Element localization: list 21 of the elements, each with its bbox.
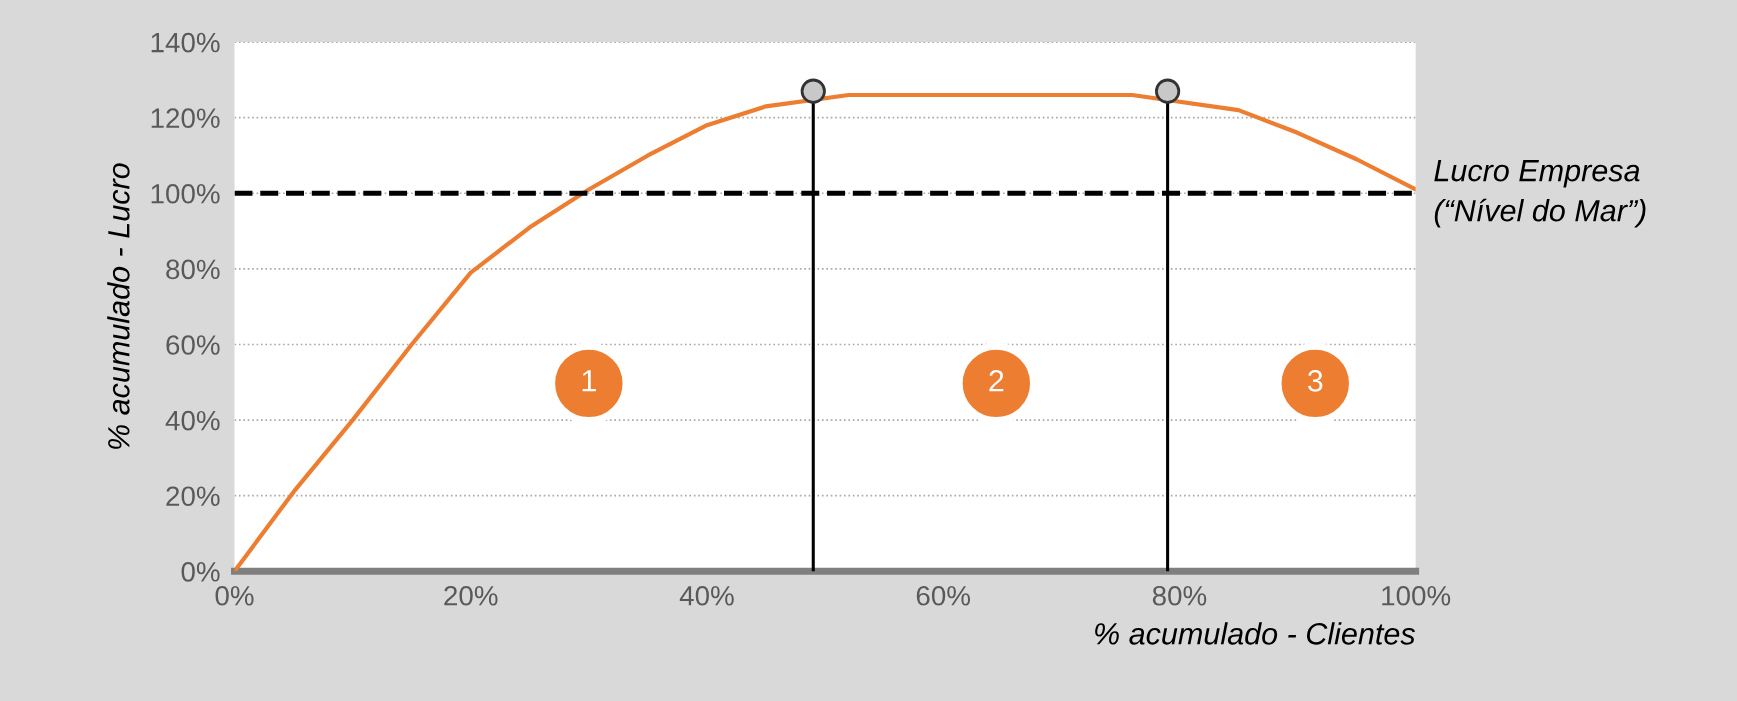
y-tick-label: 120%: [151, 108, 220, 129]
y-tick-label: 140%: [151, 32, 220, 53]
annotation: 2: [989, 369, 1004, 392]
y-tick-label: 20%: [166, 486, 220, 507]
x-tick-label: 100%: [1382, 585, 1451, 606]
annotation: 1: [582, 370, 596, 392]
x-tick-label: 80%: [1152, 585, 1207, 606]
y-tick-label: 0%: [181, 561, 220, 582]
annotation: 3: [1307, 369, 1323, 392]
y-tick-label: 40%: [165, 410, 220, 431]
y-tick-label: 60%: [166, 335, 220, 355]
x-tick-label: 20%: [444, 585, 498, 606]
y-axis-title: % acumulado - Lucro: [107, 163, 130, 449]
line-series: [234, 92, 1416, 572]
x-tick-label: 0%: [215, 585, 254, 606]
x-axis-title: % acumulado - Clientes: [1095, 622, 1416, 645]
ref-line-label: Lucro Empresa (“Nível do Mar”): [1434, 160, 1646, 228]
x-tick-label: 40%: [679, 585, 734, 606]
y-tick-label: 100%: [151, 183, 220, 204]
x-tick-label: 60%: [916, 585, 970, 606]
y-tick-label: 80%: [166, 259, 220, 280]
